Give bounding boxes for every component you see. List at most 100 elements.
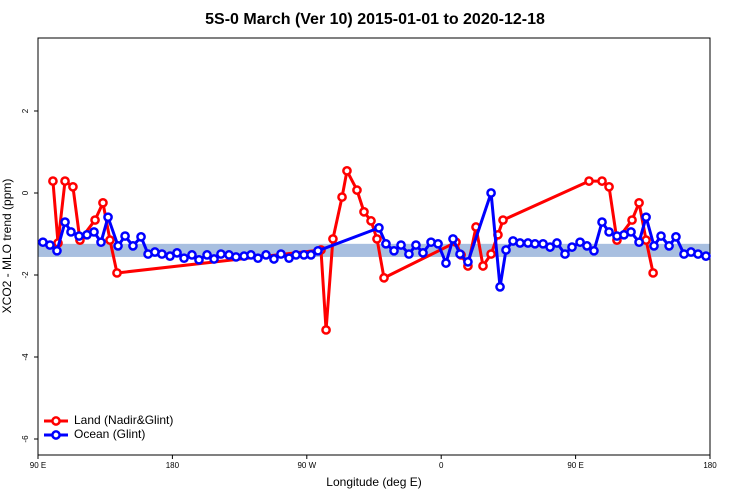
point (291, 250, 301, 260)
point (501, 245, 511, 255)
x-tick-label: 90 E (567, 461, 583, 470)
point (366, 216, 376, 226)
point (486, 188, 496, 198)
point (231, 252, 241, 262)
point (52, 245, 62, 256)
point (396, 240, 406, 250)
point (560, 249, 570, 259)
point (313, 245, 323, 256)
point (404, 249, 414, 259)
point (194, 254, 204, 265)
point (411, 240, 421, 250)
point (128, 241, 138, 251)
point (337, 192, 347, 202)
point (634, 197, 644, 208)
point (515, 238, 525, 248)
point (321, 325, 331, 335)
point (60, 176, 70, 186)
point (113, 241, 123, 251)
point (352, 185, 362, 195)
point (656, 231, 666, 241)
point (664, 241, 674, 251)
point (48, 176, 58, 186)
point (172, 248, 182, 258)
point (120, 231, 130, 241)
y-tick-label: 2 (21, 108, 30, 113)
point (328, 234, 338, 244)
point (495, 282, 505, 292)
point (584, 176, 594, 186)
legend-label: Ocean (Glint) (74, 427, 145, 441)
point (478, 261, 488, 271)
x-tick-label: 90 E (30, 461, 46, 470)
point (136, 232, 146, 242)
point (68, 181, 78, 192)
point (626, 227, 636, 237)
point (103, 212, 113, 223)
point (66, 227, 76, 237)
y-tick-label: -2 (21, 271, 30, 279)
point (89, 227, 99, 237)
point (209, 254, 219, 264)
point (306, 250, 316, 260)
point (567, 242, 577, 252)
point (372, 234, 382, 244)
point (105, 235, 115, 245)
point (74, 231, 84, 241)
point (379, 273, 389, 283)
point (641, 212, 651, 223)
x-tick-label: 180 (703, 461, 717, 470)
point (216, 249, 226, 259)
legend-label: Land (Nadir&Glint) (74, 413, 173, 427)
point (96, 237, 106, 248)
point (112, 268, 122, 278)
point (448, 234, 458, 244)
point (269, 254, 279, 264)
chart-title: 5S-0 March (Ver 10) 2015-01-01 to 2020-1… (205, 11, 545, 28)
point (649, 241, 659, 251)
x-tick-label: 180 (166, 461, 180, 470)
y-tick-label: 0 (21, 190, 30, 195)
point (381, 238, 391, 249)
point (498, 215, 508, 225)
point (530, 238, 540, 249)
point (597, 176, 607, 186)
x-tick-label: 0 (439, 461, 444, 470)
point (389, 245, 399, 256)
legend-marker (51, 416, 61, 426)
point (455, 249, 465, 259)
point (90, 215, 100, 225)
point (261, 250, 271, 260)
point (359, 207, 369, 217)
point (441, 258, 451, 268)
x-tick-label: 90 W (297, 461, 316, 470)
point (582, 241, 592, 251)
point (45, 240, 55, 250)
point (179, 253, 189, 264)
point (648, 268, 658, 278)
point (463, 257, 473, 267)
point (433, 238, 443, 249)
point (418, 248, 428, 258)
point (276, 249, 286, 259)
point (634, 237, 644, 248)
point (202, 250, 212, 260)
reference-band (38, 243, 710, 257)
point (342, 165, 352, 176)
y-tick-label: -6 (21, 435, 30, 443)
point (597, 217, 607, 227)
point (253, 253, 263, 264)
y-axis-label: XCO2 - MLO trend (ppm) (0, 179, 14, 314)
y-tick-label: -4 (21, 353, 30, 361)
point (604, 227, 614, 237)
legend-marker (51, 430, 61, 440)
point (604, 181, 614, 192)
point (589, 245, 599, 256)
plot-frame (37, 37, 711, 456)
point (98, 197, 108, 208)
x-axis-label: Longitude (deg E) (326, 475, 421, 489)
point (671, 232, 681, 242)
point (545, 242, 555, 252)
point (552, 238, 562, 248)
